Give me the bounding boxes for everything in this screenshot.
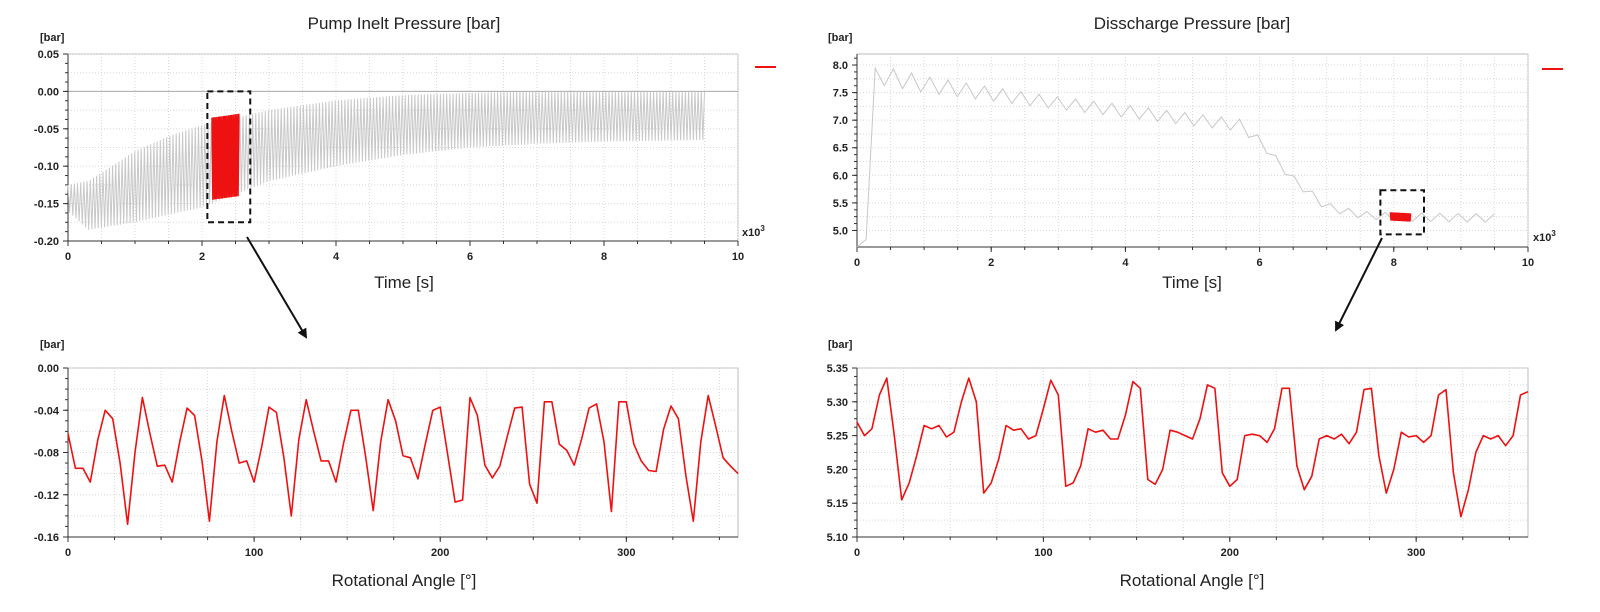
x-tick-label: 10 [732,251,744,263]
y-tick-label: 5.35 [827,363,848,375]
plot-bottom-left: 0 100 200 300 -0.16 -0.12 -0.08 -0.04 0.00 [34,363,739,559]
chart-title-discharge: Disscharge Pressure [bar] [1094,14,1291,33]
y-tick-label: 7.5 [833,88,848,100]
y-tick-label: 5.15 [827,498,848,510]
x-tick-label: 8 [1391,257,1397,269]
x-tick-label: 10 [1522,257,1534,269]
x-tick-label: 6 [467,251,473,263]
y-tick-label: -0.12 [34,490,59,502]
plot-bottom-right: 0 100 200 300 5.10 5.15 5.20 5.25 5.30 5.35 [827,363,1529,559]
zoom-box [206,90,252,224]
x-tick-label: 4 [1122,257,1129,269]
zoom-arrow-left [246,236,308,339]
x-tick-label: 100 [1034,547,1052,559]
x-tick-label: 8 [601,251,607,263]
y-tick-label: 5.10 [827,532,848,544]
x-tick-label: 2 [199,251,205,263]
y-unit-label-bottom-right: [bar] [828,339,853,351]
y-tick-label: 6.5 [833,143,848,155]
x-tick-label: 0 [854,547,860,559]
series-raw-tr [856,66,1495,248]
y-tick-label: -0.16 [34,532,59,544]
x-axis-label-top-right: Time [s] [1162,273,1222,292]
x-multiplier-top-left: x103 [742,224,765,239]
x-multiplier-top-right: x103 [1533,229,1556,244]
x-axis-label-bottom-right: Rotational Angle [°] [1120,571,1265,590]
y-tick-label: 5.0 [833,225,848,237]
x-tick-label: 6 [1257,257,1263,269]
x-tick-label: 200 [1221,547,1239,559]
plot-top-left: 0 2 4 6 8 10 -0.20 -0.15 -0.10 -0.05 0.00 0.05 [34,49,744,263]
x-axis-label-bottom-left: Rotational Angle [°] [332,571,477,590]
x-tick-label: 300 [1407,547,1425,559]
y-tick-label: 7.0 [833,115,848,127]
plot-top-right: 0 2 4 6 8 10 5.0 5.5 6.0 6.5 7.0 7.5 8.0 [833,53,1534,269]
series-raw-tl [67,91,705,230]
y-tick-label: 0.00 [38,363,59,375]
zoom-arrow-right [1335,237,1383,332]
x-tick-label: 4 [333,251,340,263]
chart-title-pump-inlet: Pump Inelt Pressure [bar] [308,14,501,33]
y-unit-label-top-right: [bar] [828,32,853,44]
y-tick-label: -0.04 [34,405,60,417]
x-tick-label: 0 [65,547,71,559]
x-axis-label-top-left: Time [s] [374,273,434,292]
y-tick-label: 5.25 [827,431,848,443]
y-tick-label: 0.05 [38,49,59,61]
y-tick-label: -0.20 [34,236,59,248]
y-unit-label-top-left: [bar] [40,32,65,44]
x-tick-label: 200 [431,547,449,559]
y-tick-label: 8.0 [833,60,848,72]
zoom-box [1379,189,1425,236]
x-tick-label: 100 [245,547,263,559]
y-tick-label: -0.08 [34,448,59,460]
x-tick-label: 2 [988,257,994,269]
y-unit-label-bottom-left: [bar] [40,339,65,351]
y-tick-label: 5.5 [833,198,848,210]
series-line-br [856,377,1529,518]
y-tick-label: 5.20 [827,464,848,476]
series-highlight-tr [1389,212,1412,222]
series-line-bl [67,394,739,526]
x-tick-label: 0 [65,251,71,263]
x-tick-label: 300 [617,547,635,559]
y-tick-label: 6.0 [833,170,848,182]
series-highlight-tl [211,113,240,200]
y-tick-label: -0.15 [34,199,59,211]
y-tick-label: -0.05 [34,124,59,136]
y-tick-label: 5.30 [827,397,848,409]
y-tick-label: -0.10 [34,161,59,173]
x-tick-label: 0 [854,257,860,269]
y-tick-label: 0.00 [38,86,59,98]
